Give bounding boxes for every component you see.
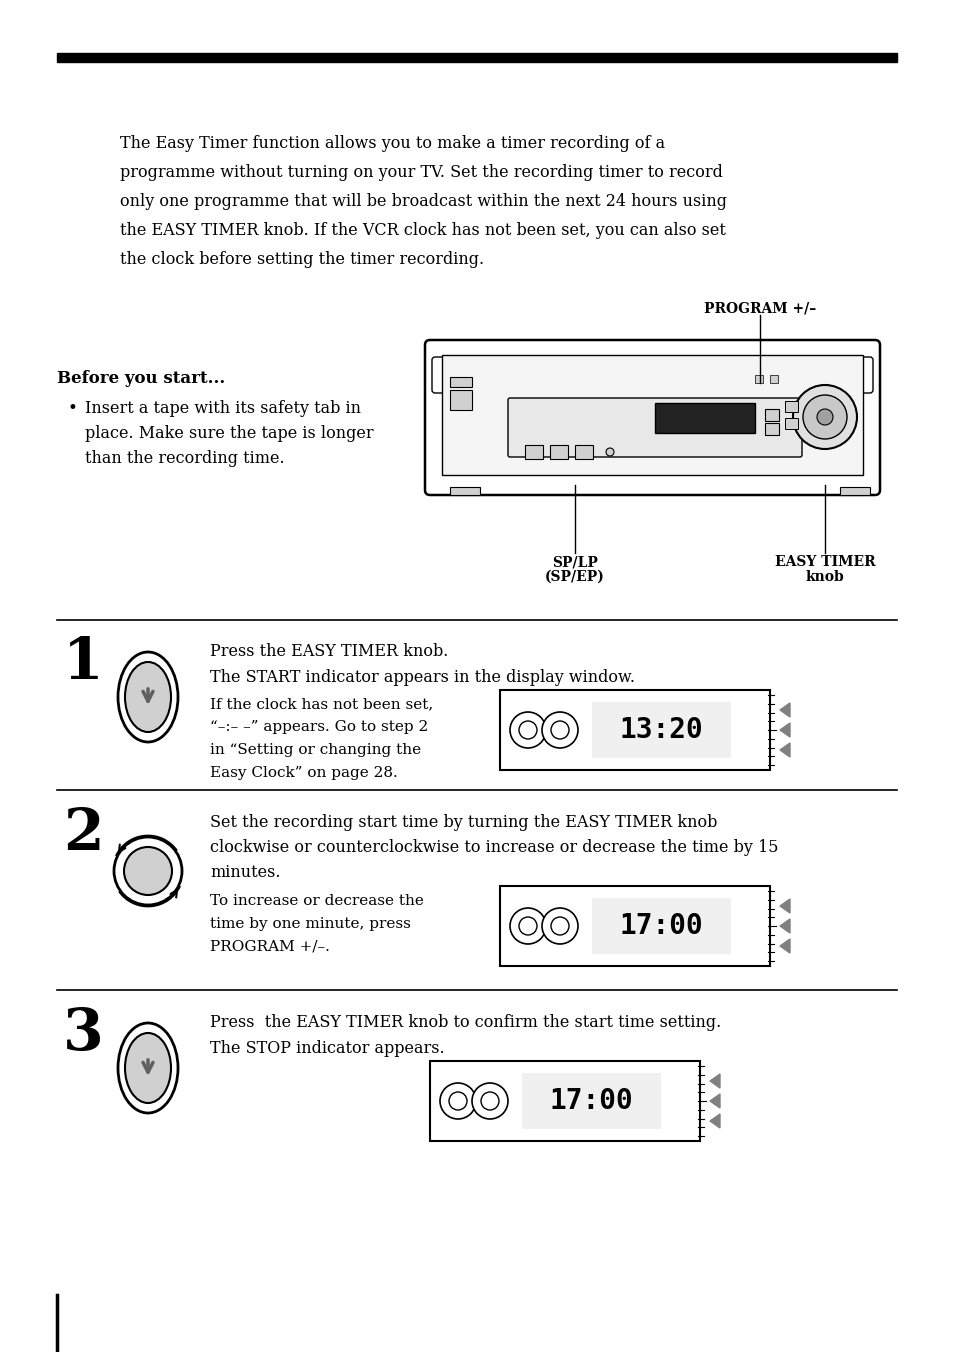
Text: only one programme that will be broadcast within the next 24 hours using: only one programme that will be broadcas… (120, 193, 726, 210)
Text: (SP/EP): (SP/EP) (544, 571, 604, 584)
Text: 13:20: 13:20 (619, 717, 702, 744)
Bar (575, 445, 593, 458)
Circle shape (439, 1083, 476, 1119)
Text: 2: 2 (63, 806, 104, 863)
Bar (754, 375, 762, 383)
Circle shape (541, 909, 578, 944)
Circle shape (510, 713, 545, 748)
Text: “–:– –” appears. Go to step 2: “–:– –” appears. Go to step 2 (210, 721, 428, 734)
Text: Before you start...: Before you start... (57, 370, 225, 387)
Text: Insert a tape with its safety tab in: Insert a tape with its safety tab in (85, 400, 360, 416)
Bar (430, 1061, 700, 1141)
Text: •: • (68, 400, 78, 416)
Bar (450, 377, 472, 387)
Bar (655, 403, 754, 433)
Bar (524, 445, 542, 458)
Text: Press the EASY TIMER knob.: Press the EASY TIMER knob. (210, 644, 448, 660)
Bar (592, 898, 730, 955)
Text: time by one minute, press: time by one minute, press (210, 917, 411, 932)
Circle shape (605, 448, 614, 456)
Text: knob: knob (804, 571, 843, 584)
Bar (57, 53, 896, 62)
FancyBboxPatch shape (424, 339, 879, 495)
Circle shape (510, 909, 545, 944)
Circle shape (551, 917, 568, 936)
Polygon shape (709, 1073, 720, 1088)
Bar (764, 410, 779, 420)
Bar (521, 1073, 660, 1129)
Text: Set the recording start time by turning the EASY TIMER knob: Set the recording start time by turning … (210, 814, 717, 831)
Circle shape (124, 846, 172, 895)
Circle shape (551, 721, 568, 740)
Ellipse shape (125, 662, 171, 731)
Text: 3: 3 (63, 1006, 104, 1063)
Text: The STOP indicator appears.: The STOP indicator appears. (210, 1040, 444, 1057)
Ellipse shape (125, 1033, 171, 1103)
Bar (441, 356, 862, 475)
Circle shape (480, 1092, 498, 1110)
Text: in “Setting or changing the: in “Setting or changing the (210, 744, 420, 757)
Bar (764, 423, 779, 435)
Text: The Easy Timer function allows you to make a timer recording of a: The Easy Timer function allows you to ma… (120, 135, 664, 151)
Circle shape (541, 713, 578, 748)
Bar (450, 389, 472, 410)
Text: SP/LP: SP/LP (552, 556, 598, 569)
Circle shape (449, 1092, 467, 1110)
Text: The START indicator appears in the display window.: The START indicator appears in the displ… (210, 669, 635, 685)
Bar (592, 702, 730, 758)
Polygon shape (709, 1114, 720, 1128)
Polygon shape (780, 723, 789, 737)
Circle shape (518, 721, 537, 740)
Text: minutes.: minutes. (210, 864, 280, 882)
Polygon shape (780, 703, 789, 717)
Text: EASY TIMER: EASY TIMER (774, 556, 875, 569)
Polygon shape (780, 940, 789, 953)
Text: Easy Clock” on page 28.: Easy Clock” on page 28. (210, 767, 397, 780)
FancyBboxPatch shape (432, 357, 872, 393)
Text: 17:00: 17:00 (549, 1087, 633, 1115)
Circle shape (792, 385, 856, 449)
Polygon shape (709, 1094, 720, 1109)
Circle shape (518, 917, 537, 936)
Text: If the clock has not been set,: If the clock has not been set, (210, 698, 433, 711)
Bar (840, 487, 869, 495)
Text: 1: 1 (63, 635, 104, 691)
FancyBboxPatch shape (507, 397, 801, 457)
Text: 17:00: 17:00 (619, 913, 702, 940)
Circle shape (113, 837, 182, 904)
Ellipse shape (118, 1023, 178, 1113)
Text: programme without turning on your TV. Set the recording timer to record: programme without turning on your TV. Se… (120, 164, 722, 181)
Text: than the recording time.: than the recording time. (85, 450, 284, 466)
Bar (784, 418, 797, 429)
Bar (784, 402, 797, 412)
Polygon shape (780, 919, 789, 933)
Text: PROGRAM +/–.: PROGRAM +/–. (210, 940, 330, 955)
Bar (499, 886, 769, 965)
Ellipse shape (118, 652, 178, 742)
Text: the clock before setting the timer recording.: the clock before setting the timer recor… (120, 251, 483, 268)
Text: Press  the EASY TIMER knob to confirm the start time setting.: Press the EASY TIMER knob to confirm the… (210, 1014, 720, 1032)
Bar (450, 487, 479, 495)
Circle shape (816, 410, 832, 425)
Text: the EASY TIMER knob. If the VCR clock has not been set, you can also set: the EASY TIMER knob. If the VCR clock ha… (120, 222, 725, 239)
Polygon shape (780, 899, 789, 913)
Bar (769, 375, 778, 383)
Circle shape (472, 1083, 507, 1119)
Text: To increase or decrease the: To increase or decrease the (210, 894, 423, 909)
Bar (499, 690, 769, 771)
Text: place. Make sure the tape is longer: place. Make sure the tape is longer (85, 425, 374, 442)
Circle shape (802, 395, 846, 439)
Text: PROGRAM +/–: PROGRAM +/– (703, 301, 815, 315)
Polygon shape (780, 744, 789, 757)
Text: clockwise or counterclockwise to increase or decrease the time by 15: clockwise or counterclockwise to increas… (210, 840, 778, 856)
Bar (550, 445, 567, 458)
